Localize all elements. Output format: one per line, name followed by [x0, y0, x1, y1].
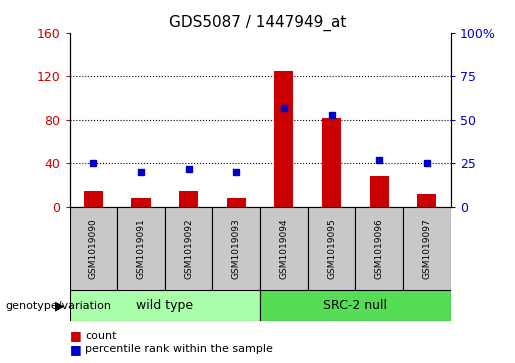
Text: genotype/variation: genotype/variation: [5, 301, 111, 311]
Text: ■: ■: [70, 329, 81, 342]
Text: GSM1019094: GSM1019094: [280, 218, 288, 279]
Bar: [322, 118, 341, 207]
Bar: [84, 191, 103, 207]
Text: GSM1019097: GSM1019097: [422, 218, 431, 279]
Bar: [117, 207, 165, 290]
Text: ▶: ▶: [55, 299, 64, 312]
Text: GSM1019092: GSM1019092: [184, 218, 193, 279]
Bar: [260, 207, 308, 290]
Bar: [307, 207, 355, 290]
Bar: [212, 207, 260, 290]
Text: SRC-2 null: SRC-2 null: [323, 299, 387, 312]
Text: GSM1019096: GSM1019096: [375, 218, 384, 279]
Bar: [227, 198, 246, 207]
Bar: [417, 194, 436, 207]
Text: GDS5087 / 1447949_at: GDS5087 / 1447949_at: [169, 15, 346, 31]
Bar: [70, 290, 260, 321]
Bar: [165, 207, 212, 290]
Bar: [179, 191, 198, 207]
Bar: [260, 290, 451, 321]
Bar: [355, 207, 403, 290]
Bar: [370, 176, 389, 207]
Bar: [131, 198, 150, 207]
Text: GSM1019091: GSM1019091: [136, 218, 145, 279]
Bar: [403, 207, 451, 290]
Text: ■: ■: [70, 343, 81, 356]
Text: GSM1019095: GSM1019095: [327, 218, 336, 279]
Bar: [70, 207, 117, 290]
Text: GSM1019093: GSM1019093: [232, 218, 241, 279]
Text: GSM1019090: GSM1019090: [89, 218, 98, 279]
Text: wild type: wild type: [136, 299, 193, 312]
Text: percentile rank within the sample: percentile rank within the sample: [85, 344, 273, 354]
Bar: [274, 71, 294, 207]
Text: count: count: [85, 331, 116, 341]
